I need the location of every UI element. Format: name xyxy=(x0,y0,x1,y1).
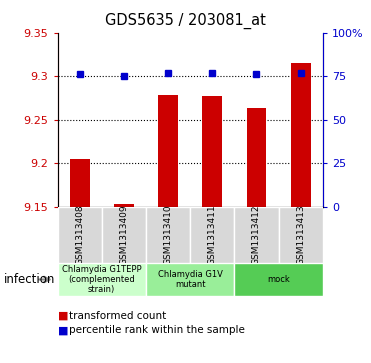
Text: GSM1313408: GSM1313408 xyxy=(75,205,84,265)
Bar xyxy=(279,207,323,263)
Bar xyxy=(58,207,102,263)
Text: transformed count: transformed count xyxy=(69,311,166,321)
Text: GSM1313411: GSM1313411 xyxy=(208,205,217,265)
Text: ■: ■ xyxy=(58,311,68,321)
Bar xyxy=(114,204,134,207)
Bar xyxy=(58,263,146,296)
Text: infection: infection xyxy=(4,273,55,286)
Bar xyxy=(246,109,266,207)
Bar xyxy=(146,207,190,263)
Text: Chlamydia G1TEPP
(complemented
strain): Chlamydia G1TEPP (complemented strain) xyxy=(62,265,141,294)
Text: ■: ■ xyxy=(58,325,68,335)
Bar xyxy=(146,263,234,296)
Bar xyxy=(291,63,311,207)
Text: Chlamydia G1V
mutant: Chlamydia G1V mutant xyxy=(158,270,223,289)
Text: percentile rank within the sample: percentile rank within the sample xyxy=(69,325,244,335)
Bar xyxy=(158,95,178,207)
Text: GSM1313409: GSM1313409 xyxy=(119,205,128,265)
Text: GSM1313413: GSM1313413 xyxy=(296,205,305,265)
Text: GSM1313412: GSM1313412 xyxy=(252,205,261,265)
Bar xyxy=(70,159,89,207)
Text: GDS5635 / 203081_at: GDS5635 / 203081_at xyxy=(105,13,266,29)
Text: GSM1313410: GSM1313410 xyxy=(164,205,173,265)
Bar xyxy=(202,96,222,207)
Text: mock: mock xyxy=(267,275,290,284)
Bar xyxy=(234,207,279,263)
Bar xyxy=(102,207,146,263)
Bar xyxy=(234,263,323,296)
Bar xyxy=(190,207,234,263)
